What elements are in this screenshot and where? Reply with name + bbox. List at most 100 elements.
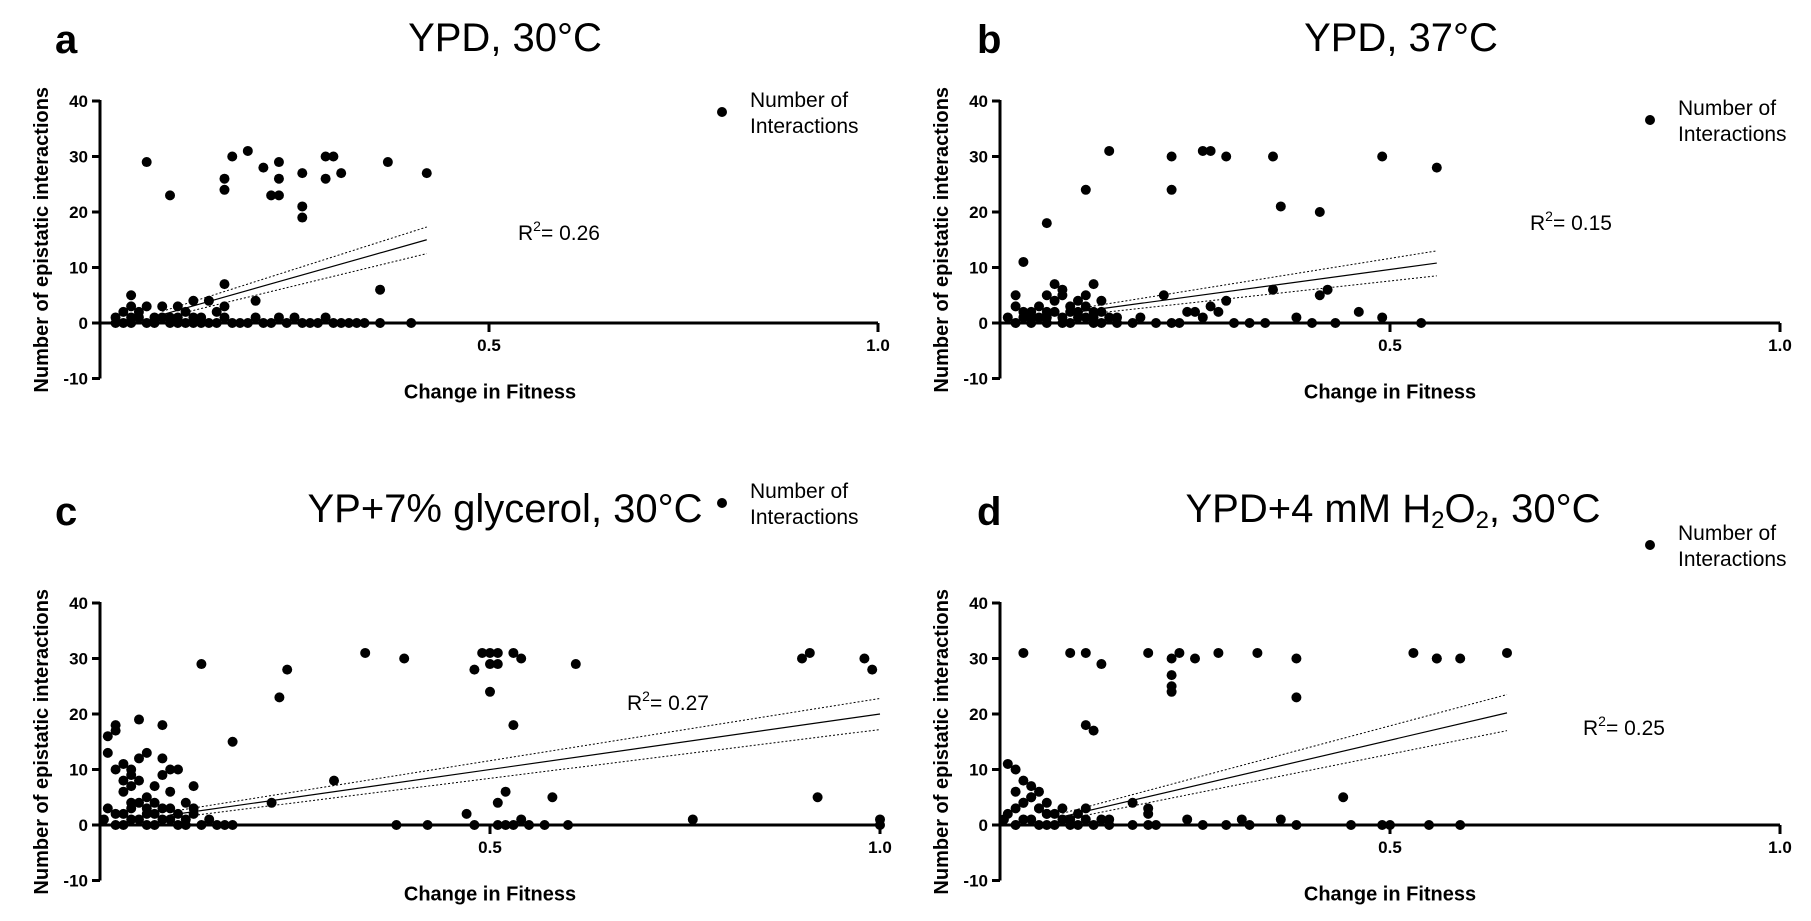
- panel-b: b YPD, 37°C 40 30 20 10 0 -10 0.5 1.0 Change in …: [905, 0, 1811, 460]
- y-tick-label: -10: [963, 370, 988, 389]
- data-point: [1236, 814, 1247, 825]
- y-tick-label: -10: [63, 370, 88, 389]
- data-point: [1244, 318, 1255, 328]
- data-point: [336, 168, 347, 179]
- data-point: [1143, 647, 1154, 658]
- x-tick-label: 1.0: [866, 336, 890, 355]
- data-point: [1377, 151, 1388, 162]
- data-point: [1338, 792, 1349, 803]
- data-point: [1049, 820, 1060, 830]
- y-tick-label: 30: [69, 650, 88, 669]
- data-point: [282, 664, 293, 675]
- data-point: [1018, 256, 1029, 267]
- data-point: [1408, 647, 1419, 658]
- data-point: [273, 157, 284, 168]
- data-point: [477, 647, 488, 658]
- data-point: [141, 803, 152, 814]
- data-point: [1080, 720, 1091, 731]
- data-point: [1322, 284, 1333, 295]
- data-point: [1026, 306, 1037, 317]
- data-point: [329, 775, 339, 786]
- data-point: [227, 820, 238, 830]
- data-point: [1041, 290, 1052, 301]
- legend-label: Number of: [750, 480, 848, 503]
- data-point: [422, 820, 433, 830]
- data-point: [1221, 295, 1232, 306]
- data-point: [1034, 786, 1044, 797]
- legend-marker: [717, 498, 727, 508]
- data-point: [165, 803, 176, 814]
- data-point: [1307, 318, 1317, 328]
- data-point: [1041, 808, 1052, 819]
- data-point: [867, 664, 878, 675]
- data-point: [1026, 318, 1037, 328]
- x-tick-label: 1.0: [1768, 336, 1792, 355]
- data-point: [516, 653, 527, 664]
- data-point: [1041, 820, 1052, 830]
- x-axis-title: Change in Fitness: [404, 884, 576, 906]
- r-squared-annotation: R2= 0.27: [627, 688, 709, 715]
- x-tick-label: 0.5: [477, 336, 501, 355]
- data-point: [1080, 312, 1091, 323]
- confidence-upper-line: [1077, 250, 1437, 310]
- data-point: [102, 803, 113, 814]
- data-point: [1065, 318, 1076, 328]
- data-point: [1026, 781, 1037, 792]
- data-point: [118, 820, 129, 830]
- data-point: [1455, 820, 1466, 830]
- data-point: [134, 775, 144, 786]
- data-point: [1010, 786, 1021, 797]
- data-point: [203, 318, 214, 328]
- confidence-lower-line: [1062, 730, 1508, 821]
- data-point: [1088, 306, 1099, 317]
- y-axis-title: Number of epistatic interactions: [31, 589, 53, 895]
- data-point: [297, 212, 308, 223]
- data-point: [157, 770, 168, 781]
- panel-letter: b: [977, 18, 1002, 62]
- data-point: [812, 792, 823, 803]
- data-point: [1268, 284, 1278, 295]
- data-point: [196, 318, 207, 328]
- x-tick-label: 0.5: [1378, 336, 1402, 355]
- data-point: [1002, 312, 1013, 323]
- data-point: [1049, 808, 1060, 819]
- data-point: [320, 151, 331, 162]
- data-point: [1018, 814, 1029, 825]
- data-point: [180, 306, 191, 317]
- data-point: [212, 820, 222, 830]
- data-point: [1385, 820, 1395, 830]
- data-point: [1096, 814, 1107, 825]
- data-point: [1190, 306, 1200, 317]
- data-point: [1166, 318, 1177, 328]
- y-tick-label: 20: [69, 705, 88, 724]
- data-point: [250, 295, 261, 306]
- data-point: [1049, 295, 1060, 306]
- data-point: [539, 820, 550, 830]
- data-point: [1127, 820, 1138, 830]
- data-point: [524, 820, 534, 830]
- data-point: [382, 157, 393, 168]
- data-point: [1080, 184, 1091, 195]
- data-point: [1205, 145, 1216, 156]
- data-point: [118, 306, 129, 317]
- data-point: [1205, 301, 1216, 312]
- data-point: [165, 318, 176, 328]
- data-point: [1151, 318, 1161, 328]
- y-tick-label: 40: [69, 594, 88, 613]
- data-point: [1143, 820, 1154, 830]
- confidence-lower-line: [1077, 275, 1437, 316]
- data-point: [219, 820, 230, 830]
- y-tick-label: 10: [69, 259, 88, 278]
- data-point: [1104, 145, 1115, 156]
- data-point: [1151, 820, 1161, 830]
- data-point: [1197, 312, 1208, 323]
- data-point: [461, 808, 472, 819]
- data-point: [134, 753, 144, 764]
- data-point: [1073, 295, 1083, 306]
- scatter-chart: 40 30 20 10 0 -10 0.5 1.0 Change in Fitness Numbe…: [931, 87, 1792, 404]
- data-point: [399, 653, 410, 664]
- data-point: [1010, 318, 1021, 328]
- x-tick-label: 0.5: [1378, 838, 1402, 857]
- title-pre: YPD+4 mM H: [1185, 487, 1432, 531]
- data-point: [149, 797, 160, 808]
